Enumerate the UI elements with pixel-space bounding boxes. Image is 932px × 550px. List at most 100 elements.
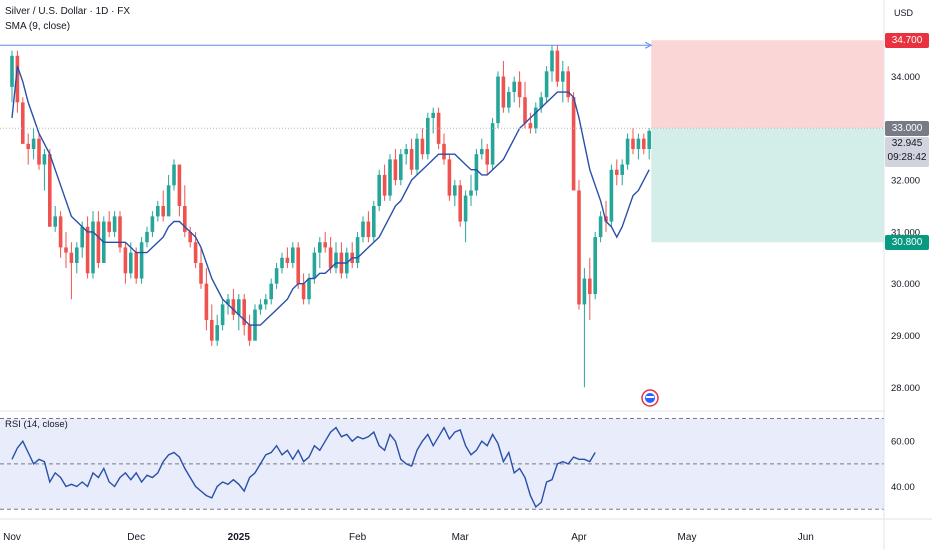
candle-body <box>42 154 47 165</box>
candle-body <box>328 247 333 269</box>
time-axis[interactable]: Nov Dec 2025 Feb Mar Apr May Jun <box>3 532 814 543</box>
candle <box>566 66 570 103</box>
candle-body <box>469 190 473 196</box>
candle <box>485 143 489 175</box>
candle <box>274 262 279 289</box>
candle-body <box>615 169 619 175</box>
trendline-arrow-icon <box>644 41 653 49</box>
candle <box>172 159 176 191</box>
candle <box>517 71 522 108</box>
candle <box>598 211 603 243</box>
candle-body <box>91 221 95 274</box>
candle-body <box>571 97 576 191</box>
candle-body <box>161 206 165 217</box>
candle-body <box>523 97 527 124</box>
candle <box>463 190 468 243</box>
rsi-legend[interactable]: RSI (14, close) <box>5 419 68 430</box>
candle <box>577 180 581 310</box>
candle-body <box>274 268 279 284</box>
candle-body <box>426 117 430 155</box>
candle-body <box>26 143 30 150</box>
candle-body <box>139 242 144 279</box>
candle-body <box>534 107 538 129</box>
candle-body <box>58 216 63 248</box>
candle <box>134 247 138 284</box>
candle <box>372 200 376 243</box>
candle-body <box>145 231 149 243</box>
candle <box>96 211 101 269</box>
candle-body <box>242 299 246 326</box>
candle-body <box>48 154 52 227</box>
candle <box>21 97 25 144</box>
candle <box>593 231 597 300</box>
candle-body <box>80 226 84 248</box>
candle <box>296 242 300 289</box>
candle <box>204 268 209 331</box>
chart-title[interactable]: Silver / U.S. Dollar · 1D · FX <box>5 6 131 17</box>
candle <box>561 60 565 103</box>
candle <box>107 211 111 238</box>
candle <box>26 133 30 165</box>
candle <box>453 180 457 206</box>
candle <box>550 45 554 82</box>
candle <box>523 81 527 129</box>
currency-label[interactable]: USD <box>894 8 914 18</box>
candle-body <box>609 169 614 222</box>
candle-body <box>172 164 176 186</box>
candle-body <box>129 252 133 274</box>
candle <box>377 169 381 212</box>
rsi-tick-label: 60.00 <box>891 437 915 448</box>
rsi-line <box>11 426 596 509</box>
candle-body <box>458 185 462 222</box>
candle <box>615 159 619 186</box>
candle <box>355 231 360 269</box>
candle <box>102 216 106 263</box>
flag-stripe <box>646 396 654 398</box>
trade-zones <box>651 40 884 243</box>
candle-body <box>10 55 14 87</box>
sma-line <box>11 65 650 326</box>
candle-body <box>318 242 322 253</box>
candle <box>237 294 241 331</box>
candle-body <box>566 71 570 98</box>
candle <box>123 242 128 284</box>
candle <box>210 304 214 346</box>
candle-body <box>269 283 273 300</box>
candle <box>361 216 365 243</box>
candle-body <box>237 299 241 315</box>
candle <box>118 211 122 253</box>
candle <box>220 299 225 331</box>
entry-price-badge: 33.000 <box>885 120 929 136</box>
candle-body <box>296 247 300 284</box>
candle-body <box>512 81 516 93</box>
candle <box>447 154 452 201</box>
candle-body <box>112 216 117 232</box>
candle <box>323 231 327 253</box>
candle-body <box>15 55 20 103</box>
time-tick-label: Feb <box>349 532 367 543</box>
candle <box>10 50 14 103</box>
candle <box>620 159 624 186</box>
candle <box>528 112 533 134</box>
candle <box>269 278 273 305</box>
candle-body <box>188 231 192 243</box>
candle-body <box>539 97 543 108</box>
candle-body <box>31 138 36 150</box>
candle <box>534 102 538 134</box>
price-tick-label: 28.000 <box>891 383 920 394</box>
take-profit-zone <box>651 128 884 243</box>
candle <box>544 66 549 103</box>
candle-body <box>393 159 398 181</box>
candle <box>85 216 90 279</box>
candle-body <box>323 242 327 248</box>
candle <box>490 117 495 170</box>
candle <box>42 149 47 191</box>
candle <box>145 226 149 248</box>
news-flag-icon[interactable] <box>641 389 659 407</box>
candle-body <box>291 247 295 263</box>
candle-body <box>550 50 554 72</box>
time-tick-label: May <box>678 532 697 543</box>
sma-legend[interactable]: SMA (9, close) <box>5 21 71 32</box>
time-tick-label: Nov <box>3 532 21 543</box>
